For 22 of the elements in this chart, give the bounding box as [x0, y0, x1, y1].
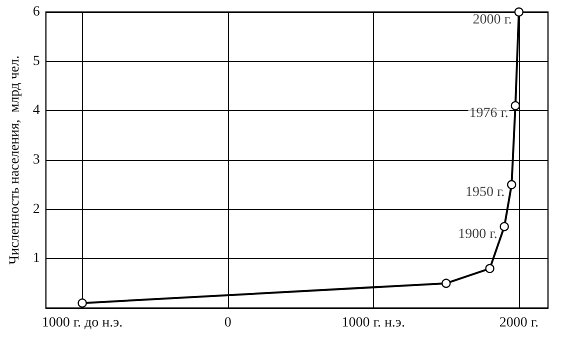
annotation: 1976 г.	[469, 106, 508, 122]
x-tick-label: 2000 г.	[499, 316, 538, 330]
y-tick-label: 1	[32, 251, 40, 266]
point	[78, 298, 87, 308]
x-tick-label: 0	[224, 316, 232, 330]
y-tick-label: 5	[32, 54, 40, 69]
annotation: 2000 г.	[472, 12, 512, 28]
point	[442, 278, 451, 288]
point	[500, 222, 509, 232]
annotation: 1900 г.	[458, 227, 498, 242]
y-tick-label: 3	[32, 152, 40, 168]
annotation: 1950 г.	[465, 185, 505, 200]
point	[514, 7, 524, 17]
x-tick-label: 1000 г. до н.э.	[42, 316, 123, 330]
point	[507, 180, 516, 190]
y-tick-label: 4	[32, 103, 40, 118]
point	[485, 264, 494, 274]
x-tick-label: 1000 г. н.э.	[342, 316, 405, 330]
y-axis-title: Численность населения, млрд чел.	[8, 55, 22, 265]
point	[510, 101, 520, 110]
y-tick-label: 2	[32, 202, 40, 217]
y-tick-label: 6	[32, 4, 40, 20]
